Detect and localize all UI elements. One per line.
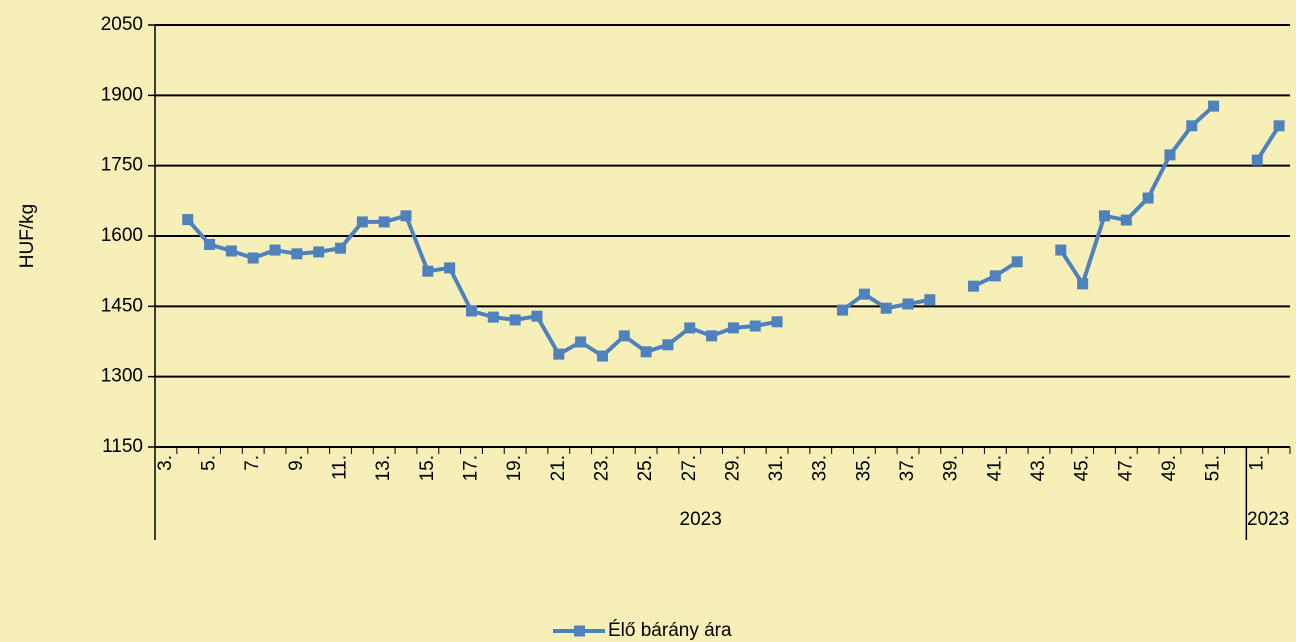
marker: [575, 336, 587, 348]
group-label: 2023: [1247, 509, 1289, 530]
marker: [356, 216, 368, 228]
x-tick-label: 25.: [635, 455, 656, 481]
x-tick-label: 43.: [1028, 455, 1049, 481]
marker: [727, 322, 739, 334]
x-tick-label: 7.: [242, 455, 263, 471]
x-tick-label: 13.: [373, 455, 394, 481]
marker: [640, 346, 652, 358]
y-tick-label: 1900: [101, 84, 143, 105]
marker: [902, 298, 914, 310]
marker: [618, 330, 630, 342]
marker: [662, 339, 674, 351]
marker: [182, 214, 194, 226]
marker: [684, 322, 696, 334]
marker: [269, 244, 281, 256]
marker: [596, 350, 608, 362]
marker: [1164, 149, 1176, 161]
marker: [1011, 256, 1023, 268]
x-tick-label: 29.: [722, 455, 743, 481]
marker: [749, 320, 761, 332]
x-tick-label: 1.: [1246, 455, 1267, 471]
y-axis-label: HUF/kg: [17, 204, 38, 268]
marker: [706, 330, 718, 342]
x-tick-label: 37.: [897, 455, 918, 481]
x-tick-label: 45.: [1072, 455, 1093, 481]
x-tick-label: 51.: [1203, 455, 1224, 481]
marker: [1077, 278, 1089, 290]
y-tick-label: 1750: [101, 155, 143, 176]
marker: [444, 262, 456, 274]
marker: [487, 311, 499, 323]
marker: [1251, 154, 1263, 166]
marker: [291, 248, 303, 260]
x-tick-label: 5.: [199, 455, 220, 471]
marker: [509, 314, 521, 326]
group-label: 2023: [680, 509, 722, 530]
marker: [1273, 120, 1285, 132]
x-tick-label: 23.: [591, 455, 612, 481]
x-tick-label: 27.: [679, 455, 700, 481]
x-tick-label: 21.: [548, 455, 569, 481]
marker: [422, 265, 434, 277]
x-tick-label: 19.: [504, 455, 525, 481]
marker: [989, 270, 1001, 282]
marker: [553, 348, 565, 360]
x-tick-label: 49.: [1159, 455, 1180, 481]
x-tick-label: 3.: [155, 455, 176, 471]
marker: [880, 302, 892, 314]
x-tick-label: 11.: [330, 455, 351, 480]
legend-label: Élő bárány ára: [608, 620, 732, 641]
x-tick-label: 15.: [417, 455, 438, 481]
y-tick-label: 1600: [101, 225, 143, 246]
marker: [858, 288, 870, 300]
y-tick-label: 1300: [101, 366, 143, 387]
marker: [335, 242, 347, 254]
marker: [1142, 192, 1154, 204]
x-tick-label: 41.: [984, 455, 1005, 481]
x-tick-label: 9.: [286, 455, 307, 471]
x-tick-label: 31.: [766, 455, 787, 481]
marker: [1120, 214, 1132, 226]
marker: [465, 305, 477, 317]
marker: [400, 210, 412, 222]
marker: [1098, 210, 1110, 222]
marker: [1186, 120, 1198, 132]
x-tick-label: 39.: [941, 455, 962, 481]
marker: [771, 316, 783, 328]
marker: [204, 238, 216, 250]
marker: [924, 294, 936, 306]
marker: [378, 216, 390, 228]
legend-marker: [574, 625, 585, 637]
marker: [247, 252, 259, 264]
y-tick-label: 1450: [101, 295, 143, 316]
marker: [1055, 244, 1067, 256]
y-tick-label: 1150: [102, 436, 143, 457]
x-tick-label: 17.: [461, 455, 482, 481]
x-tick-label: 35.: [853, 455, 874, 481]
marker: [968, 280, 980, 292]
y-tick-label: 2050: [101, 14, 143, 35]
marker: [1208, 100, 1220, 112]
x-tick-label: 47.: [1115, 455, 1136, 481]
marker: [837, 304, 849, 316]
marker: [225, 245, 237, 257]
marker: [313, 246, 325, 258]
x-tick-label: 33.: [810, 455, 831, 481]
series-line: [186, 104, 1281, 358]
marker: [531, 310, 543, 322]
